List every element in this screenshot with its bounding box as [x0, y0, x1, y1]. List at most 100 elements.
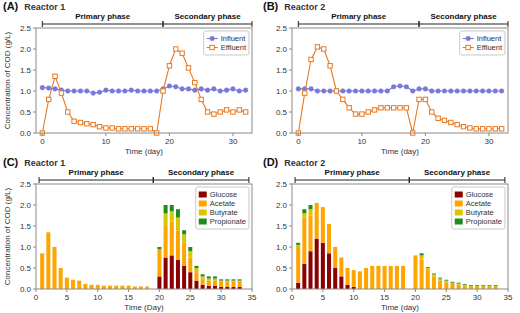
point [334, 89, 339, 94]
x-tick [298, 133, 299, 136]
bar-segment [339, 258, 343, 277]
bar-segment [46, 232, 50, 233]
bar-segment [438, 281, 442, 289]
bar-segment [426, 268, 430, 270]
bar-segment [164, 205, 168, 213]
point [123, 89, 128, 94]
y-tick [33, 289, 36, 290]
legend-item: Influent [463, 34, 503, 43]
bar-segment [145, 286, 149, 287]
bar-segment [389, 266, 393, 289]
y-tick [33, 70, 36, 71]
panel-subtitle: Reactor 1 [24, 2, 65, 12]
bar-segment [53, 247, 57, 248]
bar-segment [182, 234, 186, 242]
bar-segment [426, 270, 430, 289]
bar-segment [302, 218, 306, 264]
point [142, 127, 146, 131]
y-tick-label: 0.5 [276, 264, 288, 273]
bar-segment [108, 286, 112, 289]
series-line [298, 47, 501, 133]
bar-segment [194, 266, 198, 268]
point [328, 89, 333, 94]
bar-segment [444, 279, 448, 281]
point [205, 110, 209, 114]
y-tick-label: 1.5 [20, 222, 32, 231]
point [224, 108, 228, 112]
bar-segment [120, 286, 124, 289]
y-tick [289, 247, 292, 248]
bar-segment [383, 266, 387, 289]
bar-segment [327, 223, 331, 224]
bar-segment [450, 283, 454, 284]
bar-segment [145, 286, 149, 287]
bar-segment [315, 202, 319, 203]
y-tick-label: 0.0 [20, 285, 32, 294]
bar-segment [296, 247, 300, 283]
point [116, 127, 120, 131]
bar-segment [170, 211, 174, 222]
bar-segment [333, 247, 337, 248]
y-tick [33, 91, 36, 92]
bar-segment [71, 279, 75, 280]
y-tick [33, 184, 36, 185]
point [218, 89, 223, 94]
point [85, 89, 90, 94]
y-tick-label: 1.0 [276, 87, 288, 96]
legend: GlucoseAcetateButyratePropionate [452, 187, 505, 229]
point [78, 120, 82, 124]
legend-box [452, 187, 505, 229]
panel: 051015202530350.00.51.01.52.02.5Time (da… [263, 156, 513, 312]
bar-segment [444, 283, 448, 289]
bar-segment [321, 207, 325, 243]
bar-segment [481, 286, 485, 288]
bar-segment [494, 285, 498, 287]
x-tick-label: 0 [34, 293, 39, 302]
y-tick [289, 28, 292, 29]
y-tick-label: 1.5 [276, 66, 288, 75]
point [436, 89, 441, 94]
point [123, 127, 127, 131]
data-layer [40, 47, 248, 135]
legend-label: Propionate [210, 217, 246, 226]
bar-segment [231, 279, 235, 280]
x-tick-label: 0 [290, 293, 295, 302]
bar-segment [182, 243, 186, 266]
legend-swatch [199, 219, 207, 225]
point [499, 89, 504, 94]
bar-segment [114, 286, 118, 289]
point [129, 127, 133, 131]
bar-segment [383, 265, 387, 266]
phase-bracket-end [248, 177, 249, 183]
bar-segment [333, 268, 337, 289]
bar-segment [321, 243, 325, 289]
y-tick [289, 268, 292, 269]
y-tick-label: 0.0 [20, 129, 32, 138]
phase-bracket-end [153, 177, 154, 183]
bar-segment [46, 232, 50, 233]
bar-segment [96, 285, 100, 289]
point [167, 84, 172, 89]
bar-segment [395, 265, 399, 266]
bar-segment [77, 281, 81, 289]
point [328, 64, 332, 68]
bar-segment [457, 285, 461, 289]
phase-bracket [163, 24, 252, 25]
point [129, 88, 134, 93]
bar-segment [96, 284, 100, 285]
point [173, 85, 178, 90]
point [487, 127, 491, 131]
phase-label: Primary phase [331, 12, 387, 21]
point [85, 122, 89, 126]
point [480, 89, 485, 94]
point [360, 112, 364, 116]
bar-segment [176, 260, 180, 289]
bar-segment [65, 278, 69, 289]
point [180, 87, 185, 92]
bar-segment [157, 247, 161, 249]
panel-subtitle: Reactor 2 [284, 158, 325, 168]
bar-segment [120, 285, 124, 286]
point [53, 87, 58, 92]
bar-segment [309, 251, 313, 289]
legend-item: Butyrate [455, 208, 494, 217]
